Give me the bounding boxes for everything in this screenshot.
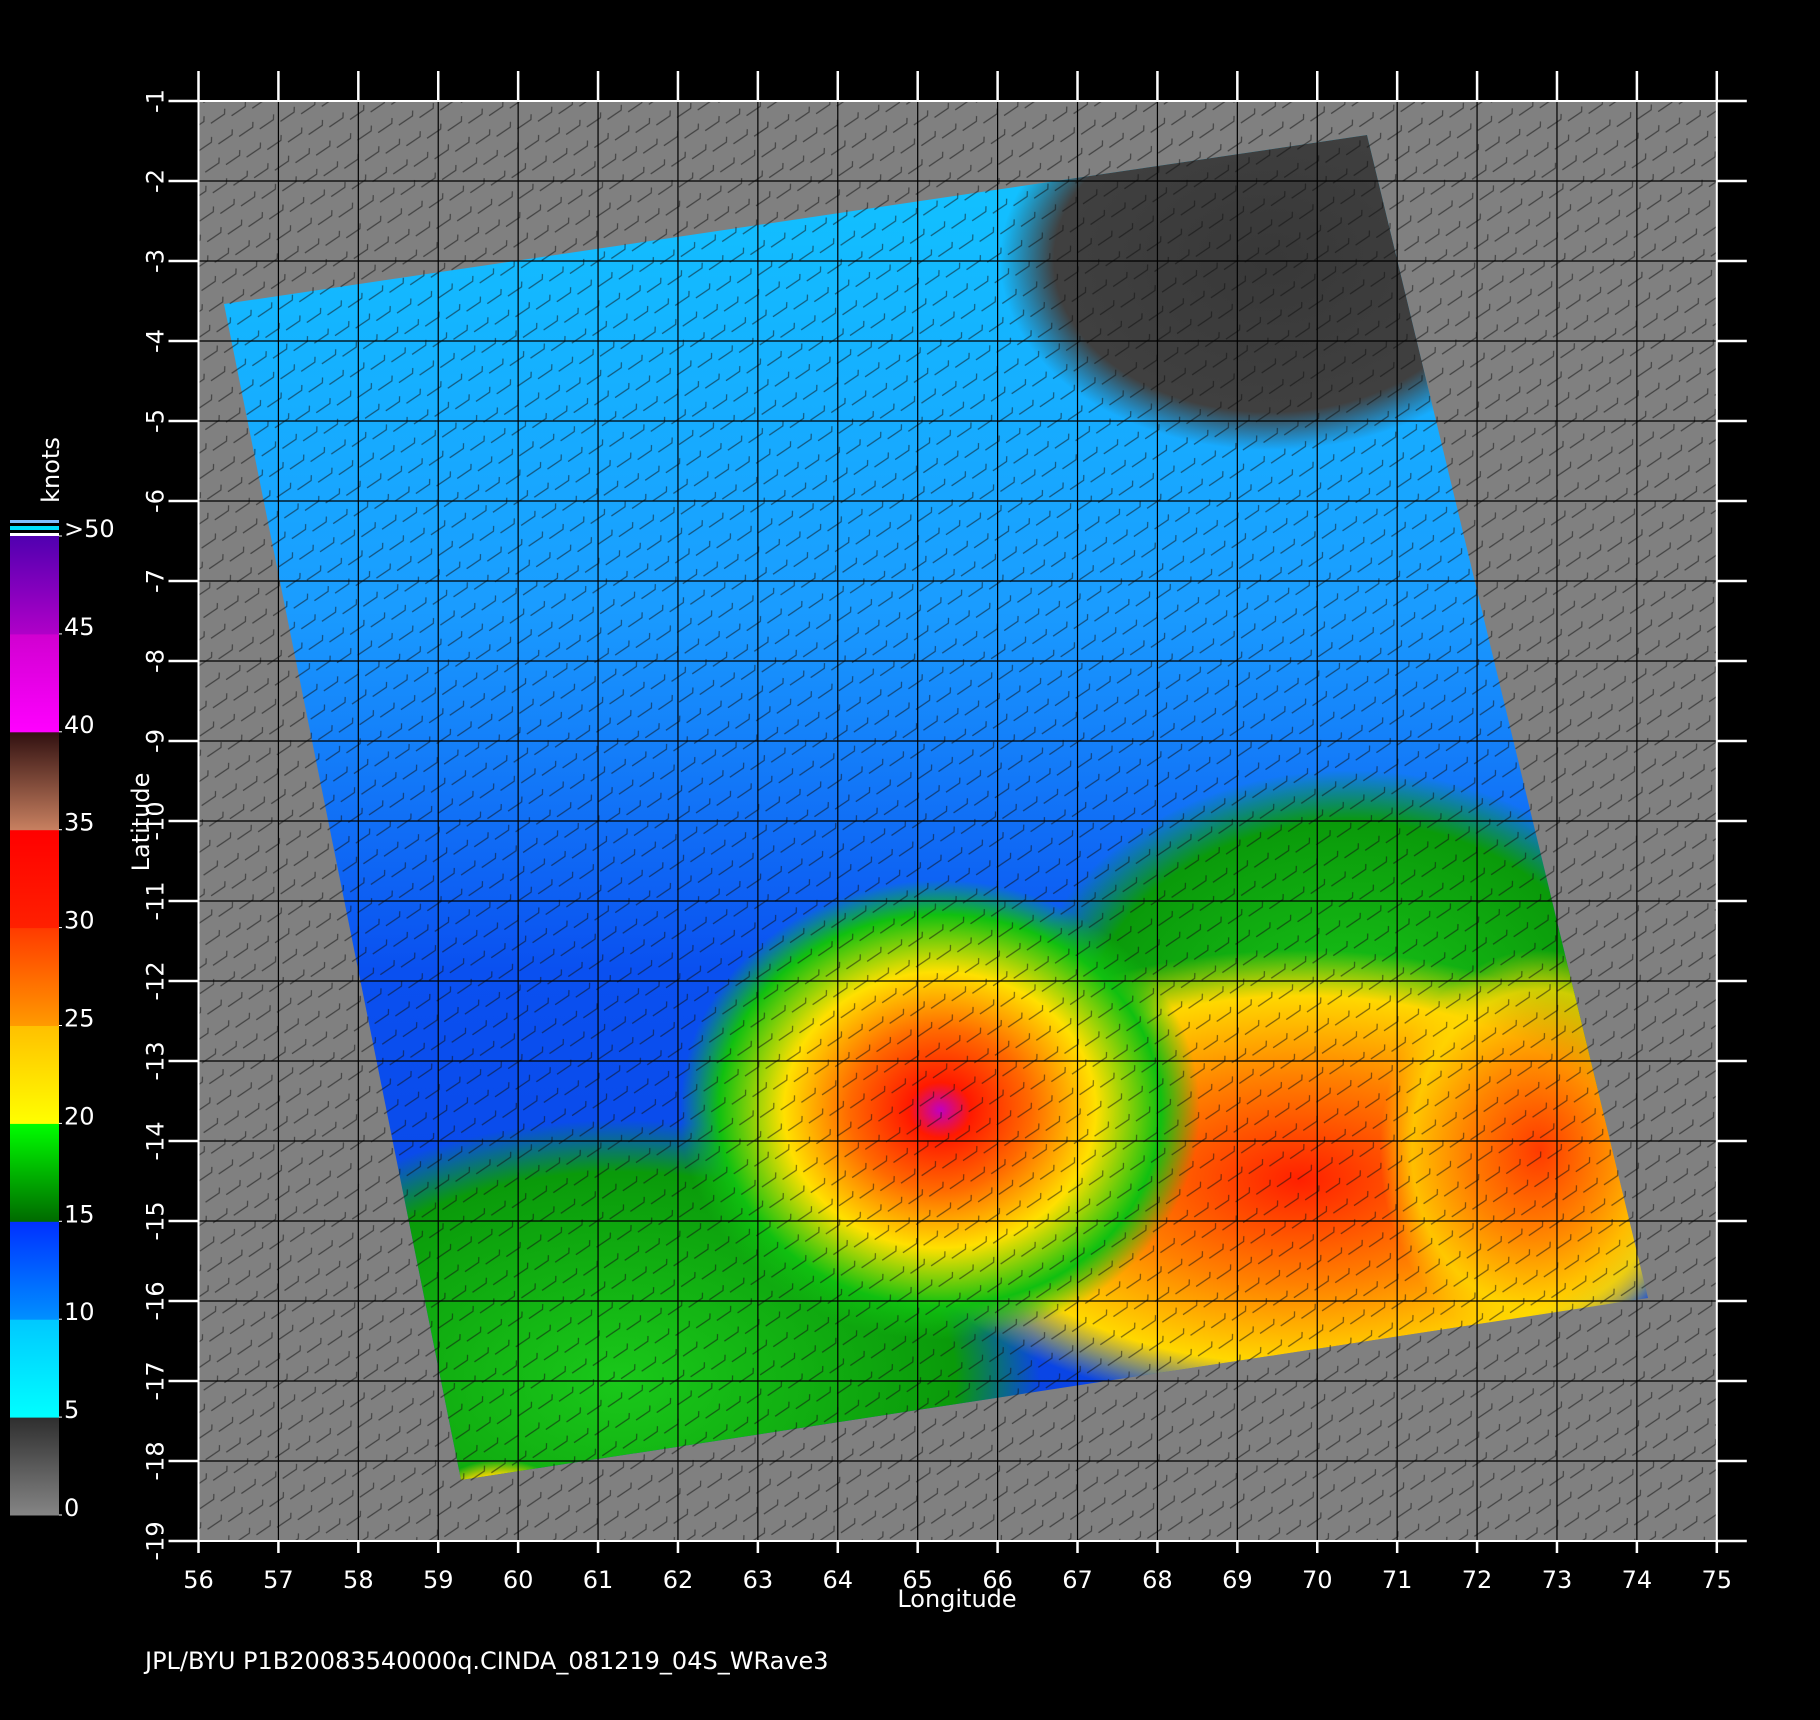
- colorbar-segment: [10, 829, 59, 929]
- x-tick-label: 64: [823, 1566, 854, 1594]
- colorbar-label: knots: [37, 437, 65, 503]
- y-tick-label: -7: [142, 569, 170, 593]
- x-tick-label: 63: [743, 1566, 774, 1594]
- x-tick-label: 74: [1622, 1566, 1653, 1594]
- x-tick-label: 61: [583, 1566, 614, 1594]
- x-tick-label: 66: [982, 1566, 1013, 1594]
- colorbar-cap: [10, 520, 59, 523]
- x-tick-label: 69: [1222, 1566, 1253, 1594]
- colorbar-tick-label: 30: [64, 907, 95, 935]
- y-tick-label: -5: [142, 409, 170, 433]
- colorbar-tick-label: 35: [64, 809, 95, 837]
- colorbar-segment: [10, 1025, 59, 1124]
- colorbar-segment: [10, 536, 59, 635]
- colorbar-tick-label: 20: [64, 1102, 95, 1130]
- x-tick-label: 73: [1542, 1566, 1573, 1594]
- colorbar-tick-label: 15: [64, 1200, 95, 1228]
- y-tick-label: -19: [142, 1521, 170, 1560]
- x-tick-label: 59: [423, 1566, 454, 1594]
- x-tick-label: 56: [183, 1566, 214, 1594]
- y-tick-label: -1: [142, 89, 170, 113]
- y-tick-label: -12: [142, 961, 170, 1000]
- colorbar-cap: [10, 533, 59, 536]
- y-tick-label: -3: [142, 249, 170, 273]
- y-tick-label: -13: [142, 1041, 170, 1080]
- y-tick-label: -6: [142, 489, 170, 513]
- y-tick-label: -11: [142, 881, 170, 920]
- x-tick-label: 65: [902, 1566, 933, 1594]
- axes: 56 57 58 59 60 61 62 63 64 65 66 67 68 69 70 71 72 73 74 75…: [142, 71, 1747, 1594]
- x-tick-label: 70: [1302, 1566, 1333, 1594]
- colorbar-tick-label: 40: [64, 711, 95, 739]
- colorbar-tick-label: 45: [64, 613, 95, 641]
- plot-frame: [197, 100, 1718, 1542]
- x-tick-label: 71: [1382, 1566, 1413, 1594]
- y-axis-label: Latitude: [127, 773, 155, 872]
- colorbar-cap: [10, 526, 59, 530]
- x-tick-label: 72: [1462, 1566, 1493, 1594]
- y-tick-label: -14: [142, 1121, 170, 1160]
- x-tick-label: 58: [343, 1566, 374, 1594]
- y-tick-label: -4: [142, 329, 170, 353]
- colorbar-segment: [10, 1319, 59, 1418]
- y-tick-label: -18: [142, 1441, 170, 1480]
- colorbar-tick-label: 25: [64, 1005, 95, 1033]
- y-tick-label: -16: [142, 1281, 170, 1320]
- x-tick-label: 60: [503, 1566, 534, 1594]
- y-tick-label: -8: [142, 649, 170, 673]
- colorbar-tick-label: 10: [64, 1298, 95, 1326]
- colorbar-tick-label: >50: [64, 515, 115, 543]
- colorbar-segment: [10, 1417, 59, 1516]
- x-axis-label: Longitude: [897, 1585, 1016, 1613]
- colorbar-segment: [10, 927, 59, 1026]
- colorbar-segment: [10, 1221, 59, 1320]
- colorbar-tick-label: 0: [64, 1494, 79, 1522]
- colorbar-segment: [10, 1123, 59, 1222]
- x-tick-label: 67: [1062, 1566, 1093, 1594]
- plot-area: [198, 101, 1717, 1541]
- y-tick-label: -15: [142, 1201, 170, 1240]
- colorbar-tick-label: 5: [64, 1396, 79, 1424]
- colorbar: knots 0 5 10 15 20 25 30 35 40 45 >50: [10, 437, 115, 1522]
- y-tick-label: -17: [142, 1361, 170, 1400]
- x-tick-label: 62: [663, 1566, 694, 1594]
- x-tick-label: 68: [1142, 1566, 1173, 1594]
- x-tick-label: 57: [263, 1566, 294, 1594]
- colorbar-segment: [10, 731, 59, 831]
- y-tick-label: -2: [142, 169, 170, 193]
- footer: JPL/BYU P1B20083540000q.CINDA_081219_04S…: [143, 1647, 829, 1675]
- colorbar-segment: [10, 633, 59, 733]
- y-tick-label: -9: [142, 729, 170, 753]
- y-tick-label: -10: [142, 801, 170, 840]
- x-tick-label: 75: [1702, 1566, 1733, 1594]
